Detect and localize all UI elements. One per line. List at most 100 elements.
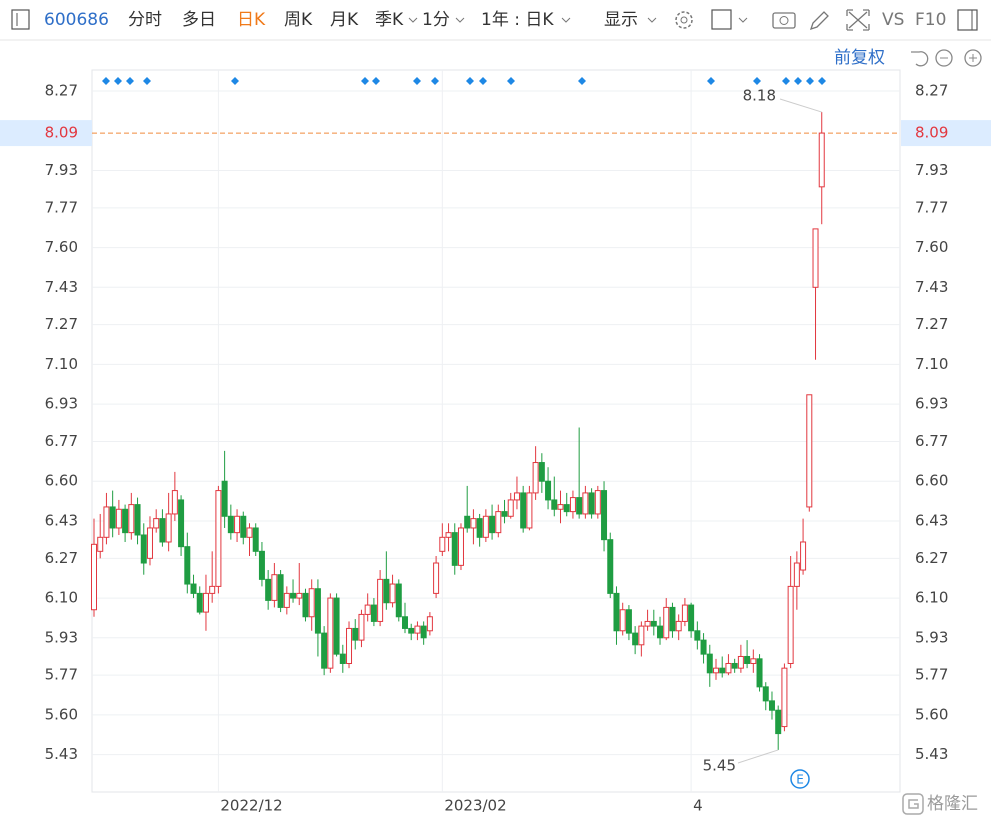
- watermark-logo: [902, 793, 924, 815]
- period-select[interactable]: 1分: [422, 10, 450, 30]
- watermark-logo-g: [908, 799, 919, 809]
- candle-body: [215, 490, 222, 587]
- candle-body: [184, 546, 191, 585]
- candle-body: [582, 492, 589, 515]
- x-tick-label: 2023/02: [444, 797, 506, 815]
- candle-body: [190, 583, 197, 594]
- min-label: 5.45: [703, 757, 736, 775]
- candle-body: [793, 562, 800, 587]
- toolbar: 600686 分时 多日 日K 周K 月K 季K 1分 1年 : 日K 显示 V…: [0, 9, 991, 41]
- candle-body: [283, 592, 290, 608]
- candle-body: [333, 597, 340, 655]
- tab[interactable]: 周K: [284, 10, 313, 30]
- camera-icon[interactable]: [772, 12, 796, 29]
- vs-button[interactable]: VS: [882, 10, 904, 30]
- panel-icon[interactable]: [957, 9, 978, 31]
- settings-icon[interactable]: [675, 11, 693, 29]
- candle-body: [744, 655, 751, 664]
- y-tick-label: 7.43: [45, 278, 78, 296]
- settings-icon-core: [680, 16, 688, 24]
- candle-body: [445, 532, 452, 538]
- candle-body: [103, 506, 110, 538]
- chevron: [561, 17, 571, 23]
- candle-body: [619, 609, 626, 632]
- candle-body: [513, 492, 520, 501]
- candle-body: [122, 508, 129, 534]
- candle-body: [383, 578, 390, 604]
- y-tick-label: 5.77: [45, 666, 78, 684]
- tab[interactable]: 季K: [375, 10, 404, 30]
- candle-body: [451, 532, 458, 566]
- candle-body: [489, 515, 496, 534]
- plot-area: 8.27 8.27 7.93 7.93 7.77 7.77 7.60 7.60 7.43 7.43…: [0, 69, 991, 815]
- candle-body: [159, 518, 166, 543]
- y-tick-label: 8.27: [45, 82, 78, 100]
- candle-body: [457, 527, 464, 566]
- reset-icon[interactable]: [911, 51, 929, 67]
- y-tick-label: 5.93: [45, 628, 78, 646]
- f10-button[interactable]: F10: [915, 10, 946, 30]
- candle-body: [632, 632, 639, 646]
- adjust-button[interactable]: 前复权: [834, 48, 885, 68]
- candle-body: [439, 536, 446, 552]
- x-tick-label: 4: [693, 797, 703, 815]
- candle-body: [737, 655, 744, 669]
- tab[interactable]: 分时: [128, 10, 162, 30]
- candle-body: [725, 662, 732, 674]
- candle-body: [377, 578, 384, 622]
- candle-body: [551, 499, 558, 510]
- zoom-out-icon[interactable]: [935, 49, 953, 67]
- y-tick-label: 6.77: [45, 432, 78, 450]
- candle-body: [358, 613, 365, 641]
- range-select[interactable]: 1年 : 日K: [481, 10, 554, 30]
- price-highlight-left: [0, 120, 92, 147]
- watermark-text: 格隆汇: [927, 794, 978, 814]
- candle-body: [588, 492, 595, 515]
- checkbox-icon[interactable]: [711, 9, 732, 30]
- candle-body: [314, 588, 321, 634]
- candle-body: [762, 686, 769, 702]
- max-label: 8.18: [743, 87, 776, 105]
- edit-icon[interactable]: [809, 11, 829, 31]
- event-icon[interactable]: [790, 769, 810, 789]
- candle-body: [545, 480, 552, 501]
- y-tick-label: 7.77: [45, 198, 78, 216]
- chevron: [647, 17, 657, 23]
- chevron: [455, 17, 465, 23]
- candle-body: [140, 534, 147, 564]
- candle-body: [134, 504, 141, 536]
- candle-body: [787, 585, 794, 664]
- fullscreen-icon[interactable]: [846, 9, 870, 31]
- candle-body: [818, 132, 825, 188]
- candle-body: [433, 562, 440, 594]
- y-tick-label: 5.43: [45, 745, 78, 763]
- candle-body: [688, 604, 695, 632]
- zoom-in-icon[interactable]: [964, 49, 982, 67]
- candle-body: [196, 592, 203, 613]
- candle-body: [308, 588, 315, 618]
- y-tick-label-right: 6.93: [915, 395, 948, 413]
- candle-body: [321, 632, 328, 669]
- tab[interactable]: 月K: [330, 10, 359, 30]
- candle-body: [638, 625, 645, 646]
- y-tick-label-right: 5.93: [915, 628, 948, 646]
- display-select[interactable]: 显示: [604, 10, 638, 30]
- candle-body: [700, 639, 707, 655]
- y-tick-label-right: 8.27: [915, 82, 948, 100]
- stock-code[interactable]: 600686: [44, 10, 109, 30]
- tab[interactable]: 多日: [182, 10, 216, 30]
- sidebar-icon[interactable]: [11, 9, 30, 30]
- y-tick-label: 6.60: [45, 472, 78, 490]
- candle-body: [538, 462, 545, 482]
- y-tick-label-right: 7.77: [915, 198, 948, 216]
- candle-body: [750, 658, 757, 664]
- price-label: 8.09: [45, 124, 78, 142]
- candle-body: [806, 394, 813, 508]
- tab-active[interactable]: 日K: [237, 10, 266, 30]
- y-tick-label-right: 5.43: [915, 745, 948, 763]
- candle-body: [675, 620, 682, 632]
- y-tick-label-right: 7.43: [915, 278, 948, 296]
- candle-body: [426, 616, 433, 632]
- candle-body: [482, 515, 489, 538]
